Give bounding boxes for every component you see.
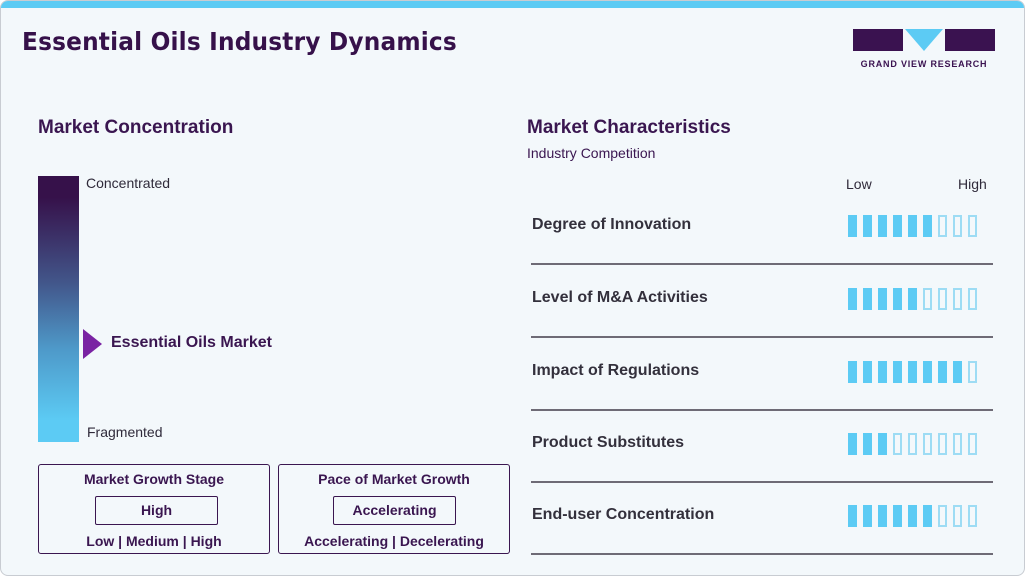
characteristic-label: Degree of Innovation [532,216,692,233]
rating-segment-empty [953,505,962,527]
rating-segment-empty [968,215,977,237]
industry-competition-subtitle: Industry Competition [527,145,656,161]
characteristic-row: End-user Concentration [531,505,994,575]
rating-segment-filled [893,215,902,237]
rating-segment-filled [923,505,932,527]
rating-segment-filled [953,361,962,383]
rating-segment-filled [863,288,872,310]
rating-segment-filled [848,361,857,383]
scale-low-label: Low [846,176,872,192]
growth-stage-value: High [95,496,218,525]
logo-block-g-icon [853,29,903,51]
rating-segment-empty [938,215,947,237]
rating-segment-filled [848,433,857,455]
brand-logo: GRAND VIEW RESEARCH [853,29,995,71]
rating-segment-empty [968,361,977,383]
rating-segment-empty [908,433,917,455]
rating-segment-empty [938,505,947,527]
rating-segment-filled [878,505,887,527]
rating-segment-filled [863,433,872,455]
characteristic-label: Level of M&A Activities [532,289,708,306]
rating-segment-filled [848,505,857,527]
characteristic-row: Impact of Regulations [531,361,994,434]
rating-segment-empty [923,288,932,310]
rating-segment-filled [893,361,902,383]
rating-segment-filled [908,215,917,237]
rating-segment-filled [923,361,932,383]
rating-segment-empty [968,433,977,455]
concentration-gradient-bar [38,176,79,442]
rating-segment-empty [938,433,947,455]
rating-segment-empty [893,433,902,455]
rating-segment-filled [863,361,872,383]
row-divider [531,553,993,555]
growth-pace-value: Accelerating [333,496,456,525]
row-divider [531,336,993,338]
characteristic-row: Degree of Innovation [531,215,994,288]
rating-segment-empty [968,288,977,310]
rating-segment-filled [908,505,917,527]
market-concentration-title: Market Concentration [38,117,234,138]
rating-segment-filled [923,215,932,237]
characteristic-label: End-user Concentration [532,506,715,523]
rating-segment-filled [893,288,902,310]
rating-segment-empty [953,288,962,310]
rating-bars [848,505,977,527]
row-divider [531,409,993,411]
rating-segment-empty [953,433,962,455]
characteristic-label: Impact of Regulations [532,362,700,379]
rating-bars [848,215,977,237]
pace-of-market-growth-box: Pace of Market Growth Accelerating Accel… [278,464,510,554]
rating-bars [848,288,977,310]
characteristic-label: Product Substitutes [532,434,685,451]
growth-stage-title: Market Growth Stage [83,471,225,487]
rating-segment-filled [848,215,857,237]
top-accent-bar [1,1,1024,8]
market-position-label: Essential Oils Market [111,334,272,351]
rating-segment-empty [953,215,962,237]
market-growth-stage-box: Market Growth Stage High Low | Medium | … [38,464,270,554]
growth-stage-options: Low | Medium | High [86,533,222,549]
logo-block-r-icon [945,29,995,51]
rating-segment-filled [878,215,887,237]
rating-segment-empty [938,288,947,310]
rating-segment-filled [878,288,887,310]
rating-segment-filled [893,505,902,527]
rating-segment-empty [968,505,977,527]
row-divider [531,263,993,265]
row-divider [531,481,993,483]
characteristic-row: Product Substitutes [531,433,994,506]
rating-segment-filled [878,433,887,455]
rating-segment-empty [923,433,932,455]
rating-segment-filled [908,288,917,310]
page-title: Essential Oils Industry Dynamics [22,27,457,56]
concentrated-label: Concentrated [86,175,171,191]
rating-bars [848,433,977,455]
rating-segment-filled [878,361,887,383]
characteristic-row: Level of M&A Activities [531,288,994,361]
growth-pace-title: Pace of Market Growth [318,471,470,487]
market-characteristics-title: Market Characteristics [527,117,731,138]
scale-high-label: High [958,176,987,192]
rating-segment-filled [908,361,917,383]
triangle-pointer-icon [83,329,102,359]
rating-segment-filled [938,361,947,383]
growth-pace-options: Accelerating | Decelerating [304,533,484,549]
rating-segment-filled [863,215,872,237]
rating-segment-filled [863,505,872,527]
rating-segment-filled [848,288,857,310]
fragmented-label: Fragmented [87,424,163,440]
logo-text: GRAND VIEW RESEARCH [860,59,988,69]
rating-bars [848,361,977,383]
logo-triangle-icon [905,29,943,51]
